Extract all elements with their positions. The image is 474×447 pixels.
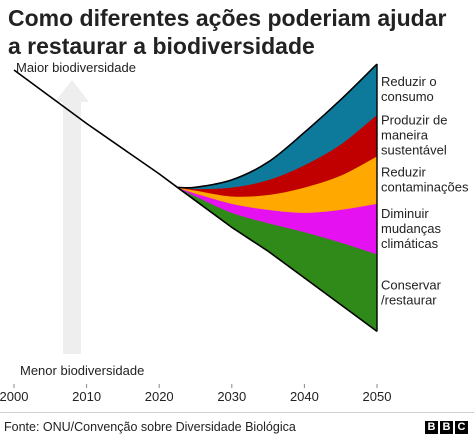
segment-label-line: mudanças [381,221,441,236]
chart-title-line-2: a restaurar a biodiversidade [8,33,315,59]
area-layer [177,63,378,332]
segment-label-line: Conservar [381,277,442,292]
source-text: Fonte: ONU/Convenção sobre Diversidade B… [4,420,296,434]
segment-label-2: Diminuir mudanças climáticas [381,206,441,251]
top-curve-line [177,63,378,189]
segment-label-line: Diminuir [381,206,429,221]
footer-divider [0,412,474,413]
up-arrow-icon [55,80,89,354]
segment-label-line: Reduzir o [381,74,437,89]
segment-label-4: Produzir de maneira sustentável [381,112,447,157]
baseline-line [13,69,378,333]
chart-plot: Maior biodiversidade Menor biodiversidad… [0,60,469,404]
x-tick-label: 2010 [72,389,101,404]
segment-label-line: sustentável [381,142,447,157]
baseline-layer [13,63,378,333]
segment-label-line: Produzir de [381,112,447,127]
x-tick-label: 2050 [363,389,392,404]
x-tick-label: 2040 [290,389,319,404]
segment-label-line: maneira [381,127,429,142]
chart-title-line-1: Como diferentes ações poderiam ajudar [8,5,447,31]
chart-title: Como diferentes ações poderiam ajudar a … [8,4,468,60]
x-tick-label: 2030 [217,389,246,404]
segment-label-1: Conservar/restaurar [381,277,442,307]
segment-label-line: /restaurar [381,292,437,307]
y-label-top: Maior biodiversidade [16,60,136,75]
x-tick-label: 2000 [0,389,28,404]
segment-label-line: contaminações [381,179,469,194]
segment-labels: Conservar/restaurar Diminuir mudanças climá… [381,74,469,307]
biodiversity-arrow [55,80,89,354]
x-axis-ticks: 2000 2010 2020 2030 2040 2050 [0,384,391,404]
segment-label-line: consumo [381,89,434,104]
bbc-logo: B B C [425,421,468,434]
x-tick-label: 2020 [145,389,174,404]
segment-label-5: Reduzir o consumo [381,74,437,104]
logo-letter-2: B [440,421,453,434]
segment-label-line: Reduzir [381,164,426,179]
logo-letter-1: B [425,421,438,434]
segment-label-3: Reduzir contaminações [381,164,469,194]
segment-label-line: climáticas [381,236,439,251]
logo-letter-3: C [455,421,468,434]
y-label-bottom: Menor biodiversidade [20,363,144,378]
